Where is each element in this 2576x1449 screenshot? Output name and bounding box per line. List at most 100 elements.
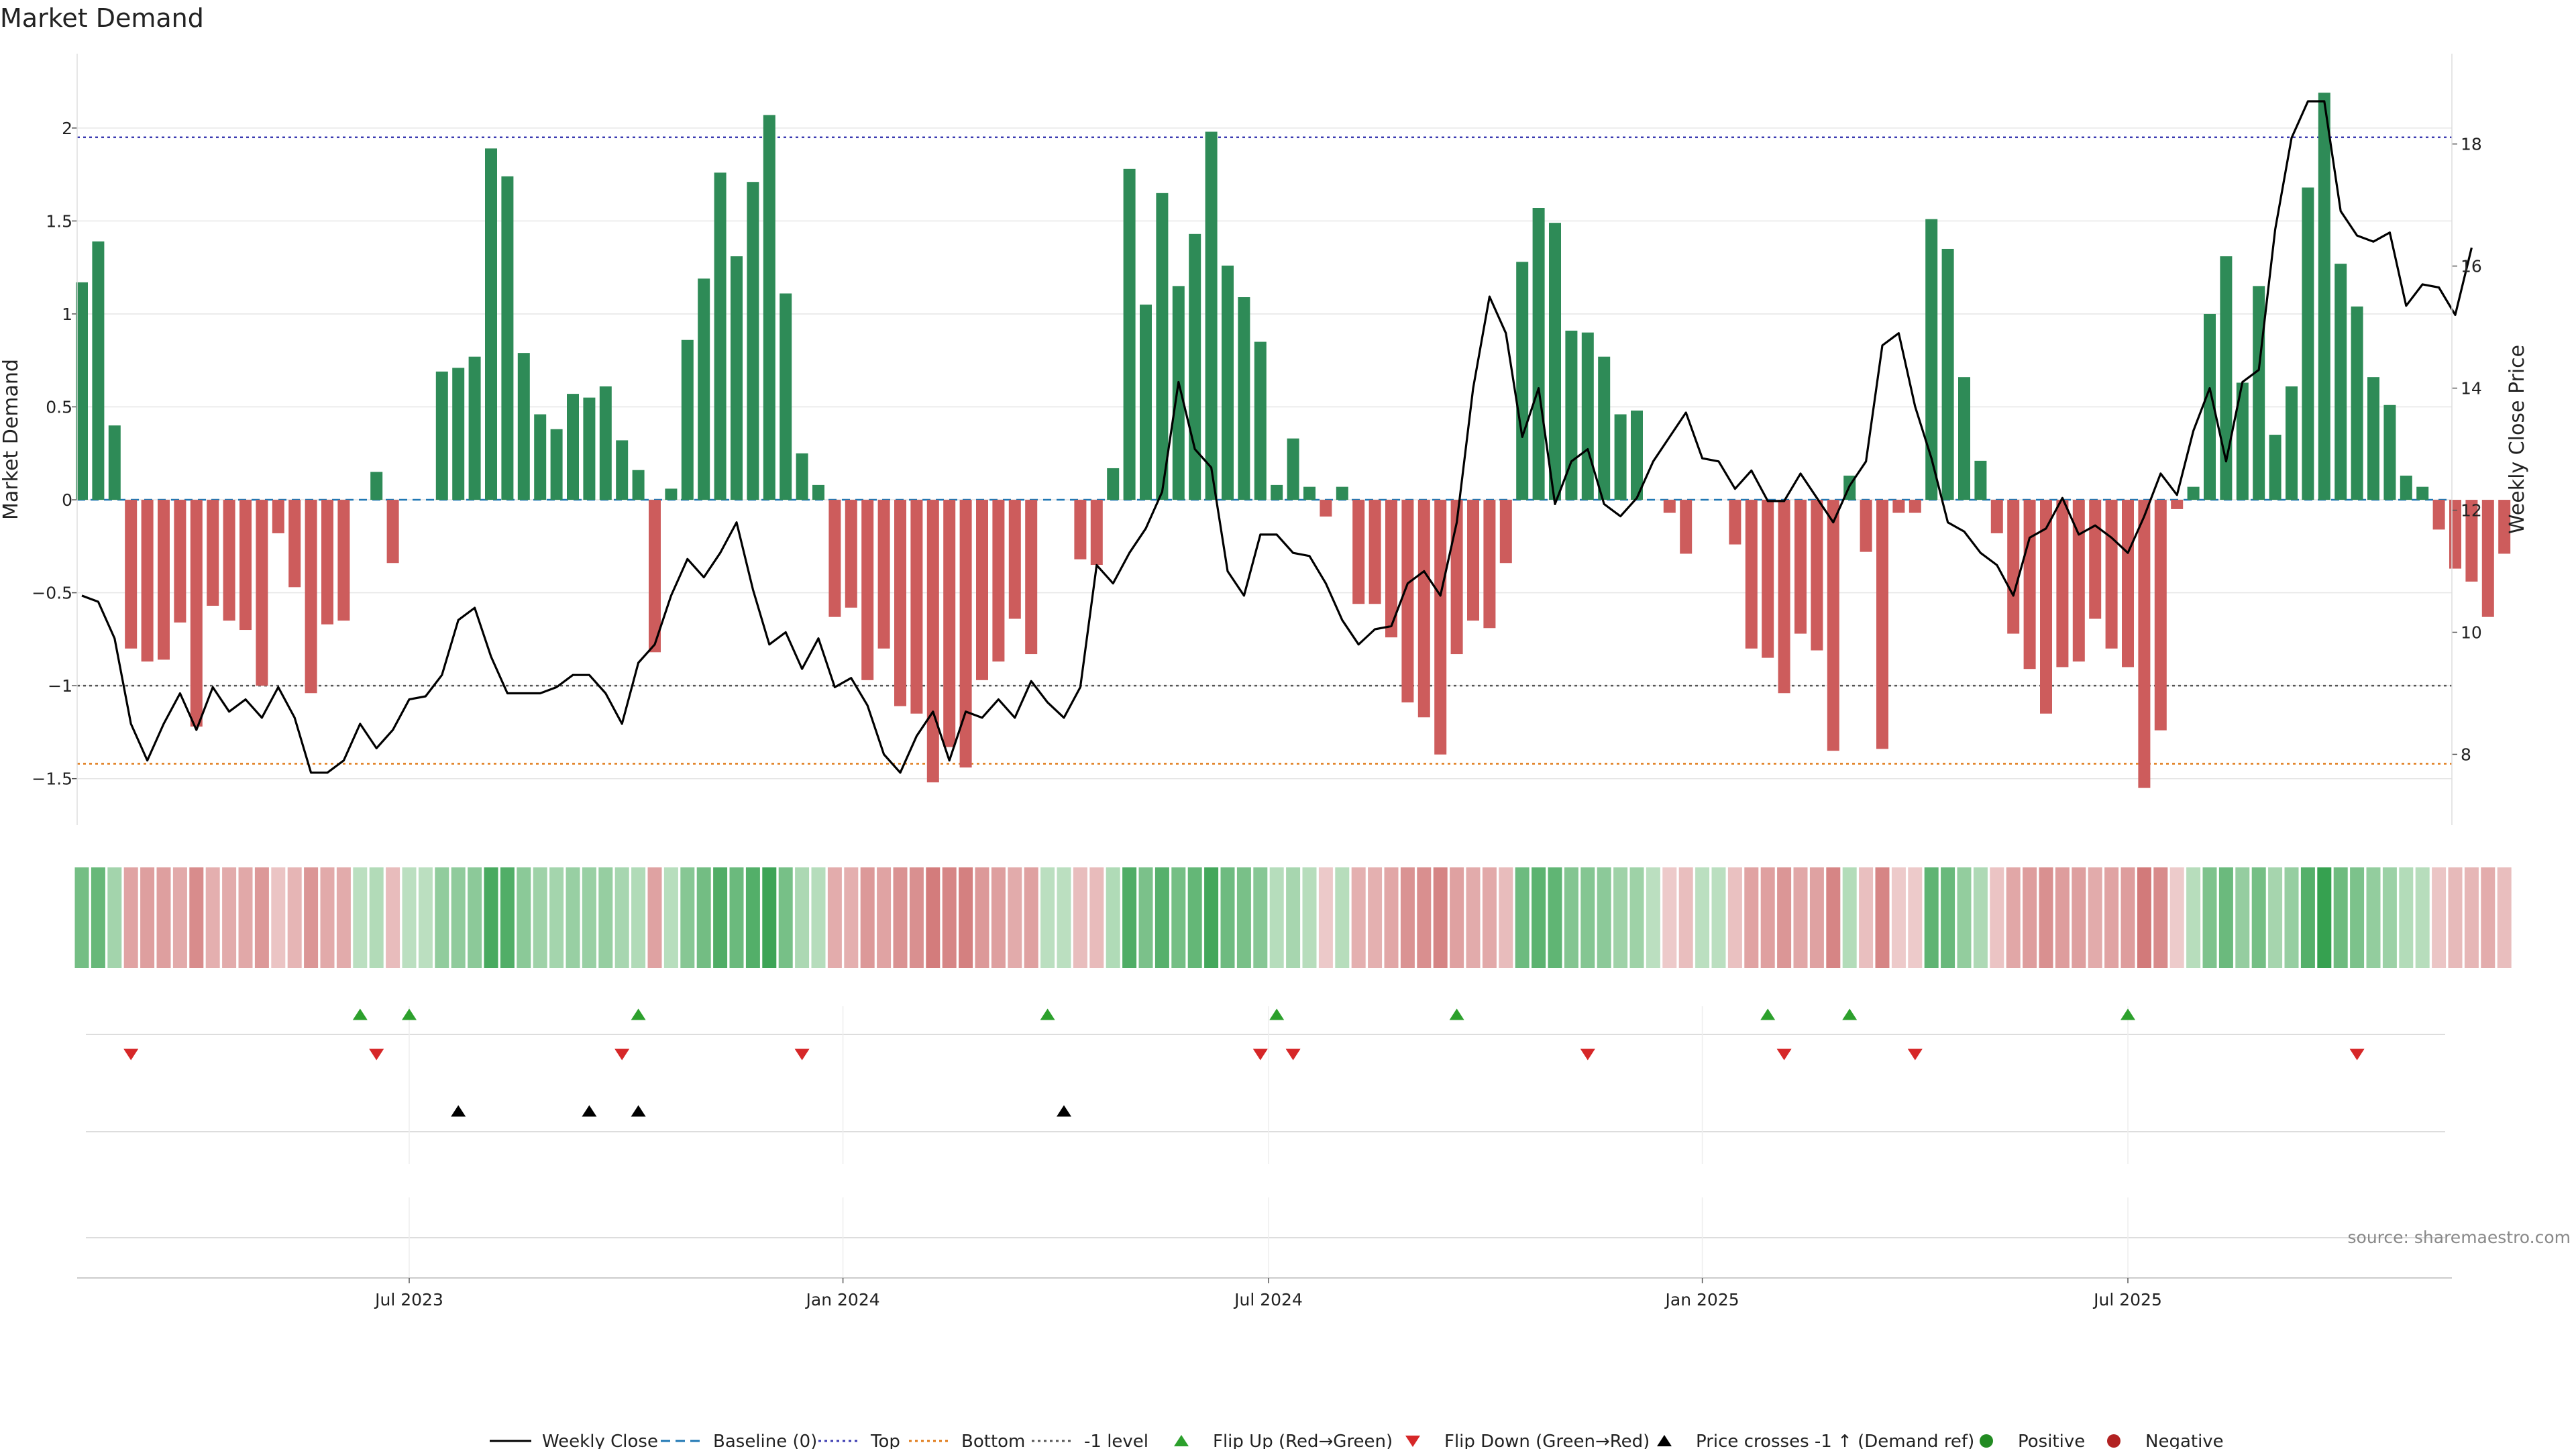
heat-cell (1286, 867, 1301, 968)
heat-cell (1400, 867, 1415, 968)
negative-bar (943, 500, 956, 747)
heat-cell (959, 867, 973, 968)
left-tick-label: −1.5 (32, 769, 72, 789)
heat-cell (566, 867, 580, 968)
positive-bar (517, 353, 530, 500)
negative-bar (1827, 500, 1839, 751)
negative-bar (2171, 500, 2184, 509)
positive-bar (2286, 386, 2298, 500)
heat-cell (2039, 867, 2053, 968)
heat-cell (549, 867, 564, 968)
heat-cell (353, 867, 368, 968)
x-tick-label: Jul 2024 (1233, 1290, 1303, 1309)
heat-cell (2268, 867, 2283, 968)
positive-bar (1156, 193, 1169, 500)
heat-cell (1351, 867, 1366, 968)
heat-cell (2251, 867, 2266, 968)
positive-bar (796, 453, 808, 500)
heat-cell (1171, 867, 1186, 968)
positive-bar (1941, 248, 1954, 500)
legend-item-flipdown: Flip Down (Green→Red) (1405, 1432, 1650, 1449)
negative-bar (2481, 500, 2494, 617)
heat-cell (2317, 867, 2332, 968)
left-tick-label: −0.5 (32, 584, 72, 603)
heat-cell (1318, 867, 1333, 968)
right-tick-label: 16 (2461, 257, 2482, 276)
negative-bar (2040, 500, 2052, 714)
heat-cell (680, 867, 695, 968)
positive-bar (1254, 341, 1267, 500)
negative-bar (321, 500, 333, 625)
heat-cell (811, 867, 826, 968)
heat-cell (582, 867, 596, 968)
heat-cell (2464, 867, 2479, 968)
flip-down-marker (1285, 1049, 1301, 1061)
heat-cell (517, 867, 531, 968)
positive-bar (76, 282, 88, 500)
legend-label: Flip Up (Red→Green) (1213, 1432, 1393, 1449)
heat-cell (1859, 867, 1874, 968)
positive-bar (2269, 435, 2282, 500)
positive-bar (1614, 414, 1627, 500)
positive-bar (698, 278, 710, 500)
heat-cell (1155, 867, 1169, 968)
heat-cell (2137, 867, 2151, 968)
positive-bar (1189, 233, 1201, 500)
x-tick-label: Jul 2023 (374, 1290, 443, 1309)
heat-cell (2235, 867, 2250, 968)
legend-label: Top (870, 1432, 900, 1449)
heat-cell (2088, 867, 2102, 968)
negative-bar (337, 500, 350, 621)
flip-down-marker (1252, 1049, 1268, 1061)
left-tick-label: 2 (62, 119, 72, 138)
positive-bar (501, 176, 514, 500)
legend-swatch (1174, 1435, 1189, 1446)
negative-bar (2138, 500, 2151, 788)
positive-bar (2351, 306, 2363, 500)
negative-bar (2465, 500, 2478, 582)
heat-cell (1711, 867, 1726, 968)
negative-bar (910, 500, 923, 714)
demand-heat-strip (74, 867, 2512, 968)
negative-bar (239, 500, 252, 631)
positive-bar (435, 371, 448, 500)
heat-cell (1515, 867, 1529, 968)
negative-bar (926, 500, 939, 783)
flip-down-marker (1776, 1049, 1792, 1061)
legend-swatch (2107, 1434, 2121, 1448)
heat-cell (1532, 867, 1546, 968)
negative-bar (125, 500, 138, 649)
positive-bar (2220, 256, 2233, 500)
positive-bar (468, 356, 481, 500)
heat-cell (254, 867, 269, 968)
heat-cell (484, 867, 498, 968)
positive-bar (1107, 468, 1120, 500)
chart-title: Market Demand (0, 3, 204, 33)
heat-cell (320, 867, 335, 968)
negative-bar (223, 500, 235, 621)
positive-bar (567, 394, 579, 500)
heat-cell (271, 867, 286, 968)
heat-cell (2104, 867, 2119, 968)
heat-cell (1662, 867, 1677, 968)
flip-up-marker (1760, 1008, 1776, 1020)
positive-bar (2253, 286, 2265, 500)
negative-bar (1778, 500, 1790, 694)
heat-cell (877, 867, 892, 968)
negative-bar (386, 500, 399, 564)
negative-bar (272, 500, 284, 533)
legend-item-baseline: Baseline (0) (661, 1432, 817, 1449)
heat-cell (2432, 867, 2447, 968)
heat-cell (1891, 867, 1906, 968)
flip-up-marker (402, 1008, 417, 1020)
negative-bar (959, 500, 972, 768)
positive-bar (108, 425, 121, 500)
negative-bar (845, 500, 857, 608)
positive-bar (1303, 486, 1316, 500)
heat-cell (1695, 867, 1710, 968)
negative-bar (2498, 500, 2511, 554)
legend-item-flipup: Flip Up (Red→Green) (1174, 1432, 1393, 1449)
positive-bar (616, 440, 629, 500)
legend-swatch (1405, 1436, 1420, 1447)
heat-cell (2382, 867, 2397, 968)
